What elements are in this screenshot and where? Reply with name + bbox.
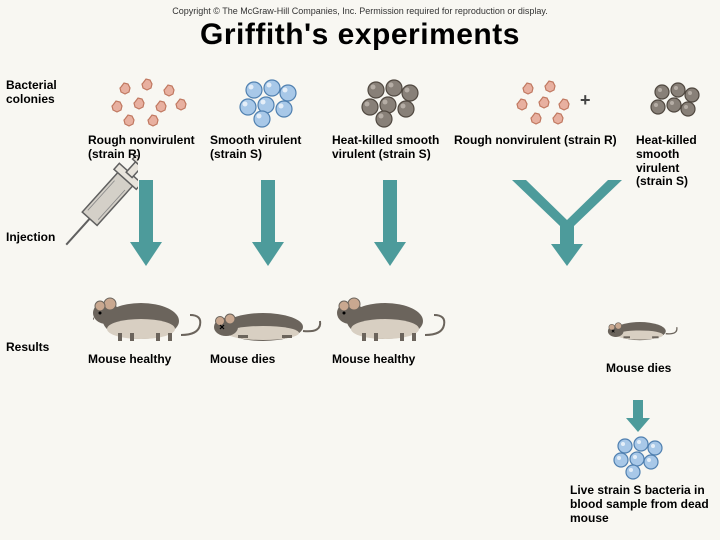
extra-result-label: Live strain S bacteria in blood sample f…	[560, 480, 715, 525]
y-arrow-left	[452, 180, 632, 275]
mouse-dead-2	[604, 284, 682, 359]
small-arrow-icon	[623, 400, 653, 432]
row-label-colonies: Bacterial colonies	[6, 78, 81, 106]
experiment-grid: Rough nonvirulent (strain R) Mouse healt…	[86, 72, 712, 377]
arrow-2	[208, 180, 328, 275]
strain-label-1: Rough nonvirulent (strain R)	[86, 132, 206, 180]
arrow-1	[86, 180, 206, 275]
extra-result-section: Live strain S bacteria in blood sample f…	[560, 400, 715, 525]
experiment-column-3: Heat-killed smooth virulent (strain S) M…	[330, 72, 450, 377]
arrow-3	[330, 180, 450, 275]
strain-label-5: Heat-killed smooth virulent (strain S)	[634, 132, 712, 189]
result-label-3: Mouse healthy	[330, 350, 450, 368]
result-label-5: Mouse dies	[604, 359, 682, 377]
strain-label-4: Rough nonvirulent (strain R)	[452, 132, 632, 180]
result-label-1: Mouse healthy	[86, 350, 206, 368]
mouse-alive-1	[86, 275, 206, 350]
colony-rough-1	[86, 72, 206, 132]
experiment-column-2: Smooth virulent (strain S) Mouse dies	[208, 72, 328, 377]
main-title: Griffith's experiments	[0, 18, 720, 52]
result-label-2: Mouse dies	[208, 350, 328, 368]
colony-smooth-dark-2	[634, 72, 712, 132]
mouse-alive-2	[330, 275, 450, 350]
strain-label-3: Heat-killed smooth virulent (strain S)	[330, 132, 450, 180]
experiment-column-5: Heat-killed smooth virulent (strain S) M…	[634, 72, 712, 377]
row-label-results: Results	[6, 340, 81, 354]
copyright-text: Copyright © The McGraw-Hill Companies, I…	[0, 0, 720, 16]
colony-rough-2	[452, 72, 632, 132]
y-arrow-right-spacer	[634, 189, 712, 284]
colony-smooth-dark-1	[330, 72, 450, 132]
blood-sample-colony	[603, 432, 673, 480]
colony-smooth-blue	[208, 72, 328, 132]
mouse-dead-1	[208, 275, 328, 350]
experiment-column-1: Rough nonvirulent (strain R) Mouse healt…	[86, 72, 206, 377]
strain-label-2: Smooth virulent (strain S)	[208, 132, 328, 180]
